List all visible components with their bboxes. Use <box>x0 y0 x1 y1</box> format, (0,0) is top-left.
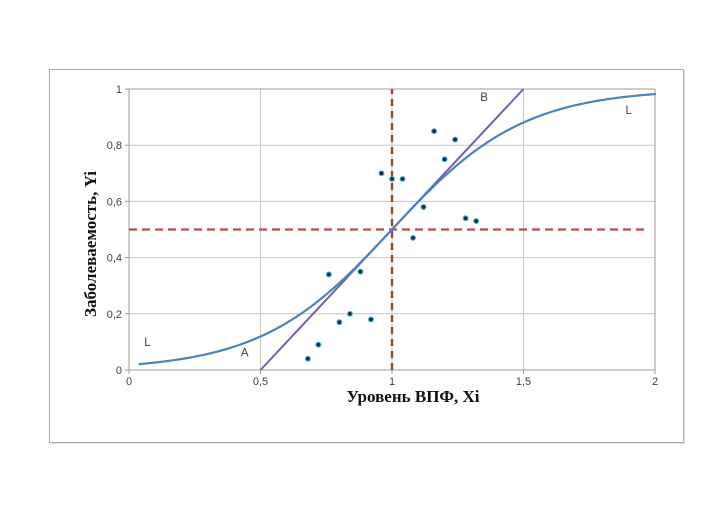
scatter-point <box>473 218 480 225</box>
scatter-point <box>410 234 416 241</box>
scatter-point <box>378 170 385 177</box>
y-tick-label: 0,2 <box>107 309 122 321</box>
y-tick-label: 1 <box>116 84 122 96</box>
chart-frame: 0 0,5 1 1,5 2 0 0,2 0,4 0,6 0,8 1 L A B L Уровень ВПФ,… <box>49 69 684 443</box>
annotation-label: L <box>144 337 151 349</box>
x-tick-label: 0 <box>126 376 132 388</box>
scatter-point <box>325 271 332 278</box>
logistic-curve-l <box>138 92 657 366</box>
scatter-point <box>368 316 374 323</box>
y-tick-label: 0 <box>116 365 122 377</box>
scatter-point <box>452 136 459 143</box>
scatter-point <box>336 319 343 326</box>
scatter-point <box>441 156 448 163</box>
scatter-point <box>420 204 427 210</box>
scatter-point <box>346 310 353 317</box>
scatter-point <box>399 175 406 182</box>
x-tick-label: 2 <box>652 376 658 388</box>
annotation-label: L <box>625 105 632 117</box>
x-tick-label: 1,5 <box>516 376 531 388</box>
chart-canvas: 0 0,5 1 1,5 2 0 0,2 0,4 0,6 0,8 1 L A B L <box>107 84 658 388</box>
y-tick-label: 0,4 <box>107 253 122 265</box>
scatter-point <box>304 355 311 362</box>
scatter-point <box>389 175 395 182</box>
x-tick-label: 0,5 <box>253 376 268 388</box>
annotation-label: B <box>480 92 488 104</box>
y-tick-label: 0,6 <box>107 196 122 208</box>
scatter-point <box>315 341 322 348</box>
scatter-point <box>431 128 438 135</box>
annotation-label: A <box>241 348 249 360</box>
x-tick-label: 1 <box>389 376 395 388</box>
scatter-point <box>357 268 364 275</box>
scatter-point <box>462 215 469 222</box>
y-tick-label: 0,8 <box>107 140 122 152</box>
